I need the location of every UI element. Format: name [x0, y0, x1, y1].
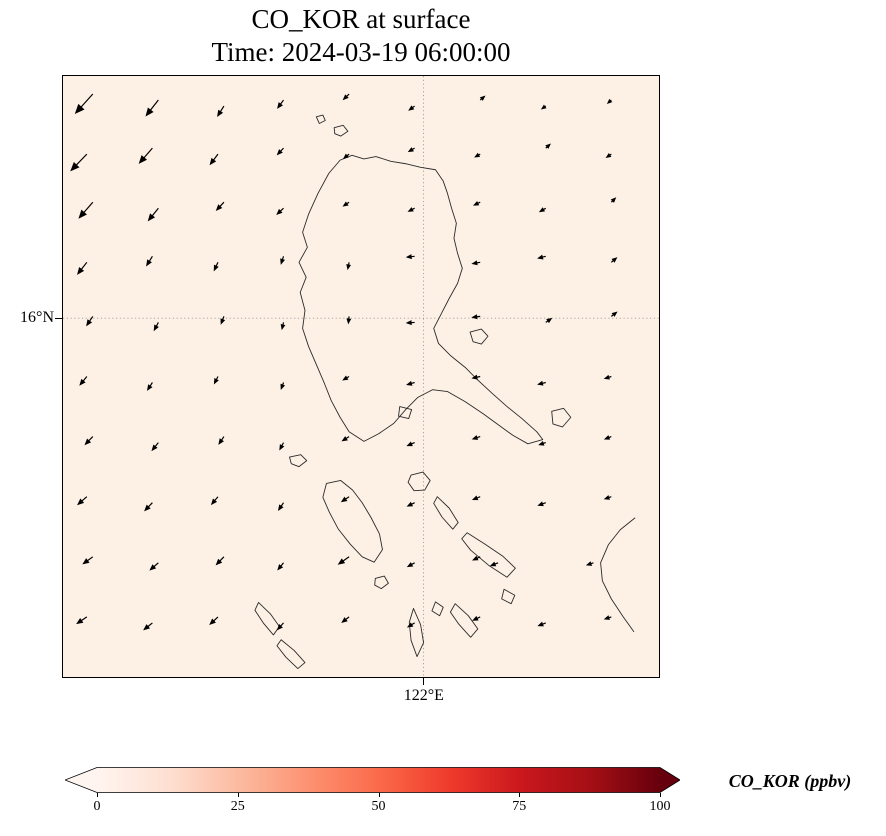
wind-quiver — [70, 93, 618, 631]
longitude-tick-mark — [423, 678, 425, 685]
title-line-1: CO_KOR at surface — [251, 4, 471, 34]
latitude-tick-mark — [55, 317, 62, 319]
latitude-tick-label: 16°N — [20, 309, 54, 326]
colorbar-tick-label: 0 — [93, 799, 101, 814]
colorbar-tick-label: 50 — [371, 799, 386, 814]
map-svg — [63, 76, 659, 677]
coastlines — [255, 115, 635, 669]
colorbar-tick-label: 25 — [230, 799, 245, 814]
figure-title: CO_KOR at surface Time: 2024-03-19 06:00… — [62, 3, 660, 69]
colorbar-ticks: 0 25 50 75 100 — [65, 793, 680, 815]
colorbar-tick-mark — [660, 793, 661, 797]
colorbar-tick-label: 100 — [649, 799, 671, 814]
colorbar-tick-mark — [378, 793, 380, 797]
colorbar-tick-mark — [519, 793, 521, 797]
longitude-tick-label: 122°E — [403, 687, 444, 704]
colorbar — [65, 767, 680, 793]
colorbar-tick-mark — [237, 793, 239, 797]
title-line-2: Time: 2024-03-19 06:00:00 — [211, 37, 511, 67]
map-plot-area — [62, 75, 660, 678]
colorbar-tick-label: 75 — [512, 799, 527, 814]
colorbar-tick-mark — [97, 793, 98, 797]
colorbar-label: CO_KOR (ppbv) — [728, 771, 852, 791]
